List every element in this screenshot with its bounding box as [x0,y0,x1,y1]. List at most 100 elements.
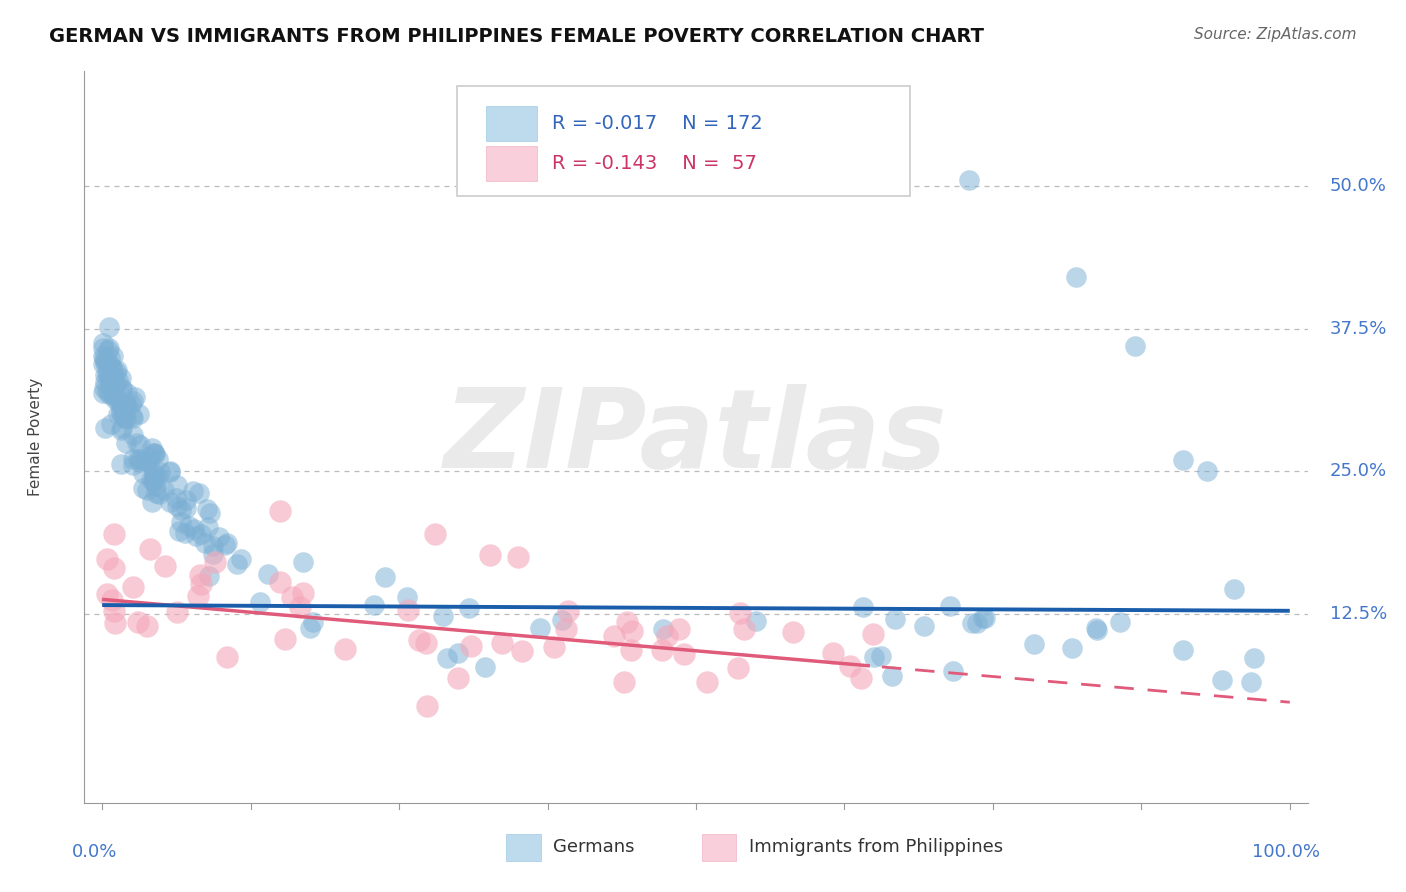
Point [96,367,118,381]
Point [135,483,157,498]
Point [112,405,135,419]
Point [93,385,115,400]
Point [506,550,529,565]
Point [128,455,150,469]
Point [97,368,120,383]
Point [139,542,162,557]
Text: 25.0%: 25.0% [1330,462,1386,481]
Point [96,552,118,566]
Point [124,390,146,404]
Point [181,483,204,498]
Point [214,538,236,552]
Point [543,640,565,654]
Point [103,527,125,541]
Point [1195,464,1218,478]
Point [100,379,122,393]
Text: 37.5%: 37.5% [1330,319,1386,337]
Point [195,501,218,516]
Point [972,611,994,625]
Point [122,411,145,425]
Point [101,382,124,396]
Point [668,623,690,637]
Point [554,622,576,636]
Point [652,623,675,637]
Point [100,417,122,431]
Text: Female Poverty: Female Poverty [28,378,44,496]
Point [132,467,155,481]
Point [103,370,125,384]
Point [408,633,430,648]
Point [98,372,121,386]
Point [159,463,181,477]
Point [96,384,118,399]
Point [333,642,356,657]
Point [912,619,935,633]
Point [621,624,644,639]
Point [183,522,205,536]
Text: 0.0%: 0.0% [72,843,118,861]
Point [292,555,315,569]
Point [302,615,325,629]
Text: R = -0.017    N = 172: R = -0.017 N = 172 [551,114,762,133]
Point [1211,673,1233,688]
Point [256,567,278,582]
Point [457,600,479,615]
Point [148,452,170,467]
Point [432,609,454,624]
Point [93,376,115,390]
Point [107,392,129,406]
Point [942,664,965,678]
Point [174,501,197,516]
Point [98,369,121,384]
Text: 50.0%: 50.0% [1330,177,1386,194]
Point [104,615,127,630]
Text: 100.0%: 100.0% [1251,843,1320,861]
Point [122,581,145,595]
Text: 12.5%: 12.5% [1330,606,1386,624]
Text: GERMAN VS IMMIGRANTS FROM PHILIPPINES FEMALE POVERTY CORRELATION CHART: GERMAN VS IMMIGRANTS FROM PHILIPPINES FE… [49,27,984,45]
Point [217,535,239,549]
Point [474,659,496,673]
Point [111,381,134,395]
Point [1085,621,1108,635]
Point [174,525,197,540]
Point [111,401,134,416]
Point [166,478,188,492]
Point [1085,623,1108,637]
Point [101,593,124,607]
Point [139,450,162,464]
Bar [506,833,541,862]
Point [974,611,997,625]
Point [190,577,212,591]
Point [121,458,143,473]
Point [880,668,903,682]
Point [135,454,157,468]
Point [94,368,117,382]
Point [128,407,150,421]
Point [105,378,128,392]
Point [127,451,149,466]
Point [148,487,170,501]
Point [111,421,134,435]
Point [745,614,768,628]
Point [1239,674,1261,689]
Point [145,478,167,492]
Text: Source: ZipAtlas.com: Source: ZipAtlas.com [1194,27,1357,42]
Point [166,605,188,619]
Point [1222,582,1244,596]
Point [115,412,138,426]
Point [103,604,125,618]
Point [101,360,124,375]
Point [101,349,124,363]
Bar [702,833,737,862]
Point [200,507,222,521]
Point [170,503,193,517]
Point [110,458,132,472]
Point [620,643,643,657]
Bar [485,145,537,181]
Point [93,356,115,370]
Point [395,590,418,604]
Point [121,409,143,424]
Point [1125,339,1147,353]
Point [613,674,636,689]
